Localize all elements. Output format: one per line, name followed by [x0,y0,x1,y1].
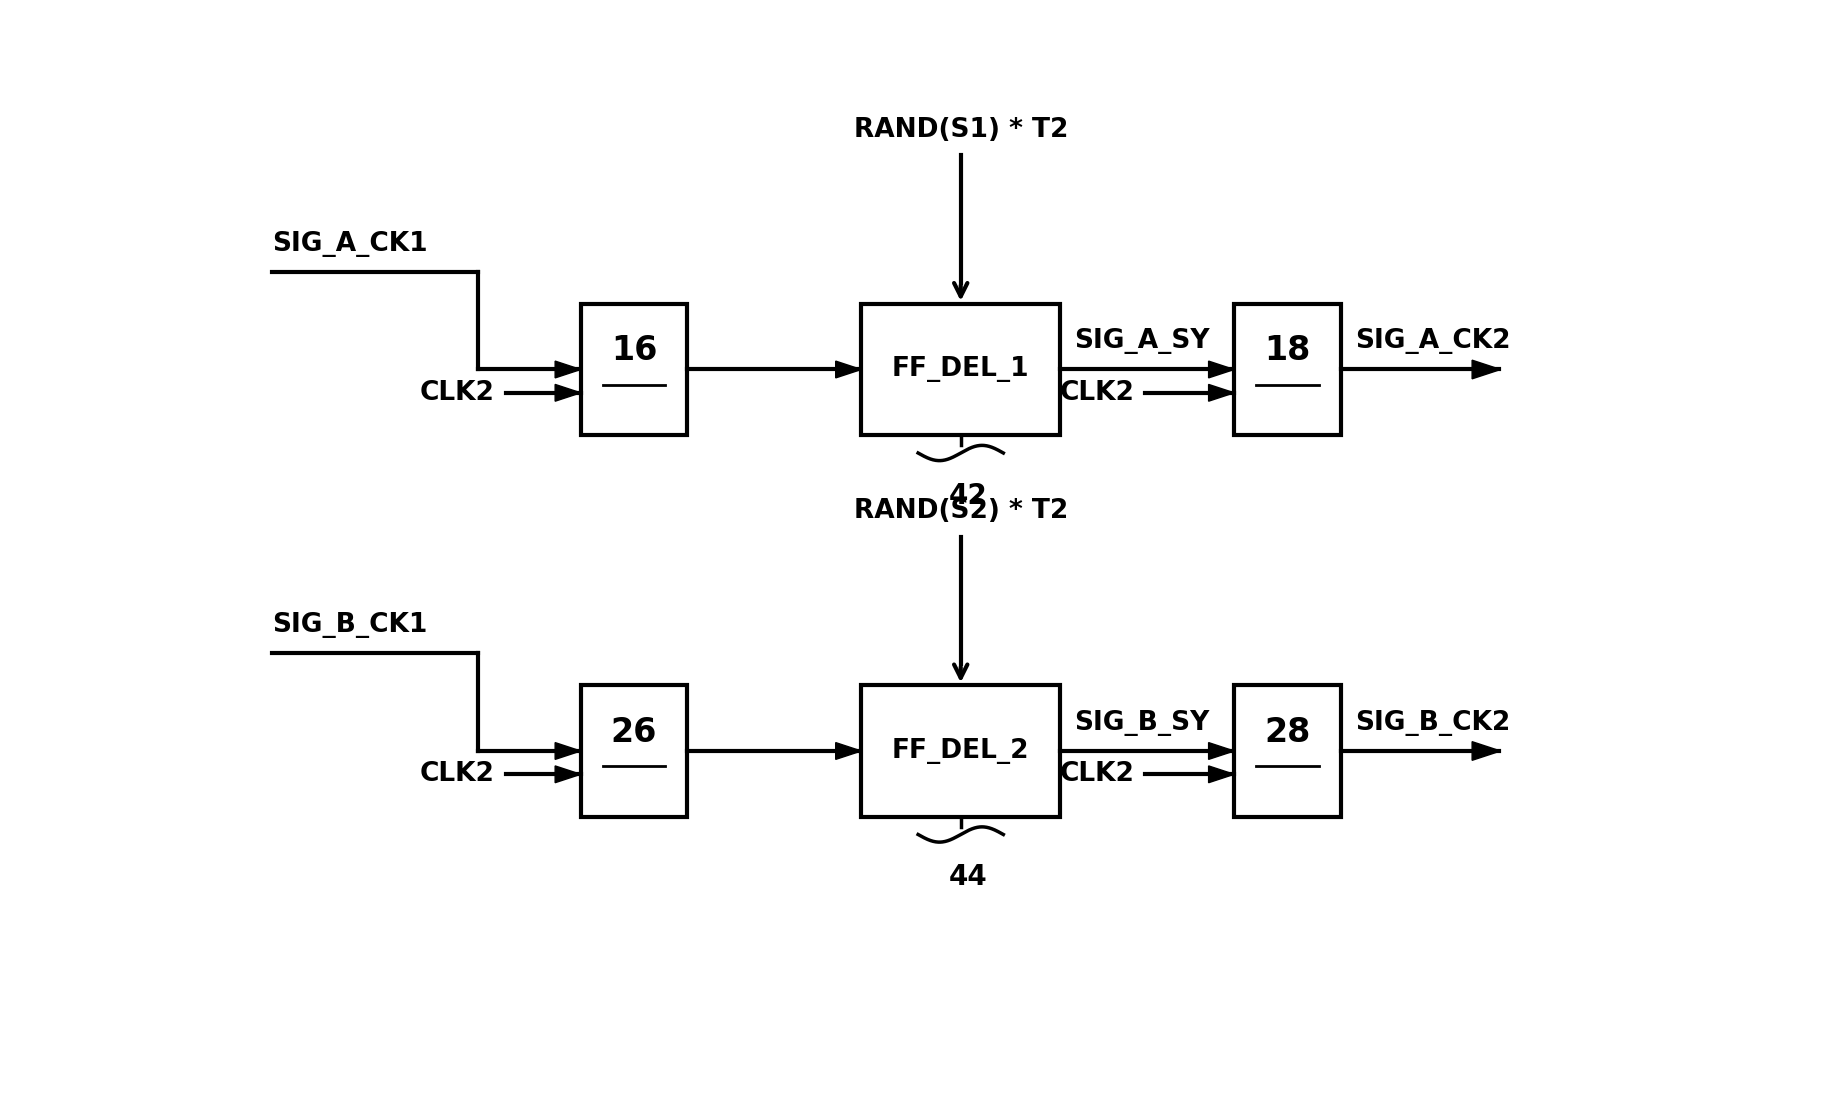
Polygon shape [1471,360,1500,379]
Bar [1233,304,1339,435]
Text: SIG_A_SY: SIG_A_SY [1074,328,1209,355]
Polygon shape [555,766,581,783]
Text: 28: 28 [1264,716,1310,749]
Text: SIG_B_SY: SIG_B_SY [1074,710,1209,735]
Text: FF_DEL_2: FF_DEL_2 [892,738,1030,764]
Polygon shape [555,742,581,760]
Text: RAND(S1) * T2: RAND(S1) * T2 [854,117,1068,143]
Text: SIG_A_CK1: SIG_A_CK1 [271,231,427,257]
Text: 26: 26 [610,716,658,749]
Text: FF_DEL_1: FF_DEL_1 [892,357,1030,382]
Text: CLK2: CLK2 [1059,380,1134,406]
Text: CLK2: CLK2 [420,380,495,406]
Text: 42: 42 [947,482,987,510]
Text: SIG_B_CK2: SIG_B_CK2 [1354,710,1510,735]
Polygon shape [1207,766,1233,783]
Text: RAND(S2) * T2: RAND(S2) * T2 [854,499,1068,524]
Text: 18: 18 [1264,335,1310,368]
Bar [861,304,1059,435]
Text: CLK2: CLK2 [1059,761,1134,787]
Text: 44: 44 [947,863,987,892]
Bar [861,685,1059,817]
Polygon shape [555,384,581,401]
Polygon shape [835,742,861,760]
Text: SIG_A_CK2: SIG_A_CK2 [1354,328,1510,355]
Polygon shape [1471,742,1500,761]
Polygon shape [555,361,581,378]
Bar [581,304,687,435]
Polygon shape [1207,384,1233,401]
Bar [1233,685,1339,817]
Polygon shape [1207,361,1233,378]
Polygon shape [1207,742,1233,760]
Polygon shape [835,361,861,378]
Bar [581,685,687,817]
Text: SIG_B_CK1: SIG_B_CK1 [271,612,427,639]
Text: 16: 16 [610,335,658,368]
Text: CLK2: CLK2 [420,761,495,787]
